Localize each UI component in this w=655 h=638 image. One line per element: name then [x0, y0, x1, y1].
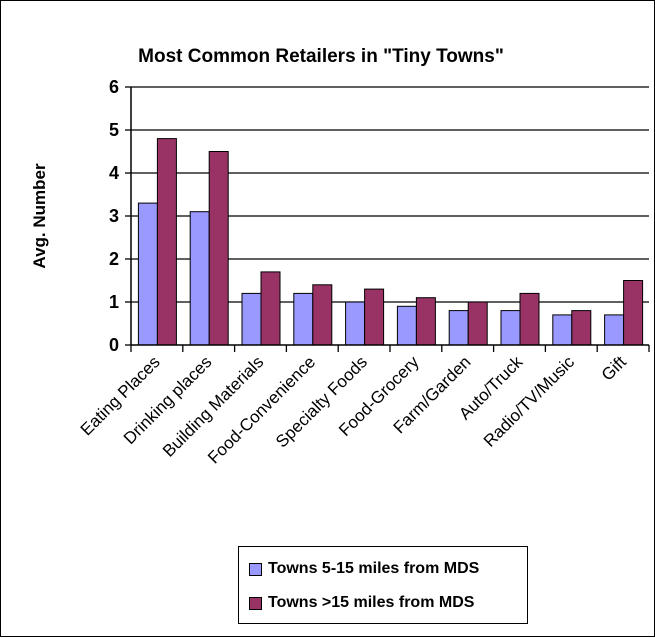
bar-series-2 — [208, 151, 229, 346]
legend-label-series-1: Towns 5-15 miles from MDS — [268, 560, 480, 577]
x-tick-label: Radio/TV/Music — [480, 352, 579, 451]
bar-series-2 — [571, 310, 592, 346]
legend-swatch-series-2 — [249, 596, 262, 610]
y-tick-label: 6 — [109, 77, 119, 97]
bar-series-1 — [137, 202, 158, 346]
bar-series-1 — [241, 292, 262, 346]
bars — [137, 138, 644, 346]
legend-item-series-2: Towns >15 miles from MDS — [249, 593, 474, 613]
bar-series-1 — [448, 310, 469, 346]
bar-series-1 — [604, 314, 625, 346]
legend: Towns 5-15 miles from MDS Towns >15 mile… — [238, 546, 528, 624]
y-tick-label: 4 — [109, 163, 119, 183]
bar-series-2 — [623, 280, 644, 346]
bar-series-2 — [260, 271, 281, 346]
bar-series-1 — [345, 301, 366, 346]
bar-series-2 — [519, 292, 540, 346]
chart-title: Most Common Retailers in "Tiny Towns" — [138, 46, 504, 67]
x-tick-label: Specialty Foods — [272, 352, 371, 451]
legend-label-series-2: Towns >15 miles from MDS — [268, 594, 475, 611]
y-tick-label: 0 — [109, 335, 119, 355]
bar-series-1 — [189, 211, 210, 346]
y-tick-label: 2 — [109, 249, 119, 269]
y-axis-label: Avg. Number — [30, 163, 49, 269]
bar-series-2 — [364, 288, 385, 346]
legend-swatch-series-1 — [249, 562, 262, 576]
y-tick-label: 3 — [109, 206, 119, 226]
bar-series-2 — [156, 138, 177, 346]
y-tick-labels: 0 1 2 3 4 5 6 — [109, 77, 119, 355]
axes — [125, 86, 650, 352]
bar-series-1 — [293, 292, 314, 346]
x-tick-label: Drinking places — [120, 352, 216, 448]
y-tick-label: 5 — [109, 120, 119, 140]
bar-series-2 — [312, 284, 333, 346]
bar-series-1 — [552, 314, 573, 346]
bar-series-1 — [396, 305, 417, 346]
bar-series-1 — [500, 310, 521, 346]
x-tick-label: Gift — [598, 352, 630, 384]
y-tick-label: 1 — [109, 292, 119, 312]
legend-item-series-1: Towns 5-15 miles from MDS — [249, 559, 479, 579]
bar-series-2 — [415, 297, 436, 346]
bar-series-2 — [467, 301, 488, 346]
